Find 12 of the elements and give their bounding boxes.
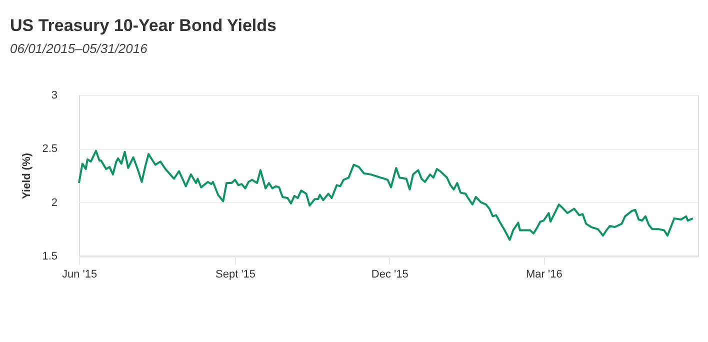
y-tick-label: 1.5 <box>42 250 58 262</box>
x-tick-label: Dec '15 <box>371 268 408 280</box>
y-tick-label: 2 <box>51 196 58 209</box>
x-tick-label: Sept '15 <box>216 268 256 280</box>
x-tick-label: Jun '15 <box>62 268 98 280</box>
chart-title: US Treasury 10-Year Bond Yields <box>10 16 276 35</box>
y-tick-label: 2.5 <box>42 143 58 156</box>
x-tick-label: Mar '16 <box>526 268 562 280</box>
y-tick-label: 3 <box>51 90 58 102</box>
y-axis-title: Yield (%) <box>21 152 34 200</box>
line-series <box>78 150 694 241</box>
chart-subtitle: 06/01/2015–05/31/2016 <box>10 41 148 56</box>
